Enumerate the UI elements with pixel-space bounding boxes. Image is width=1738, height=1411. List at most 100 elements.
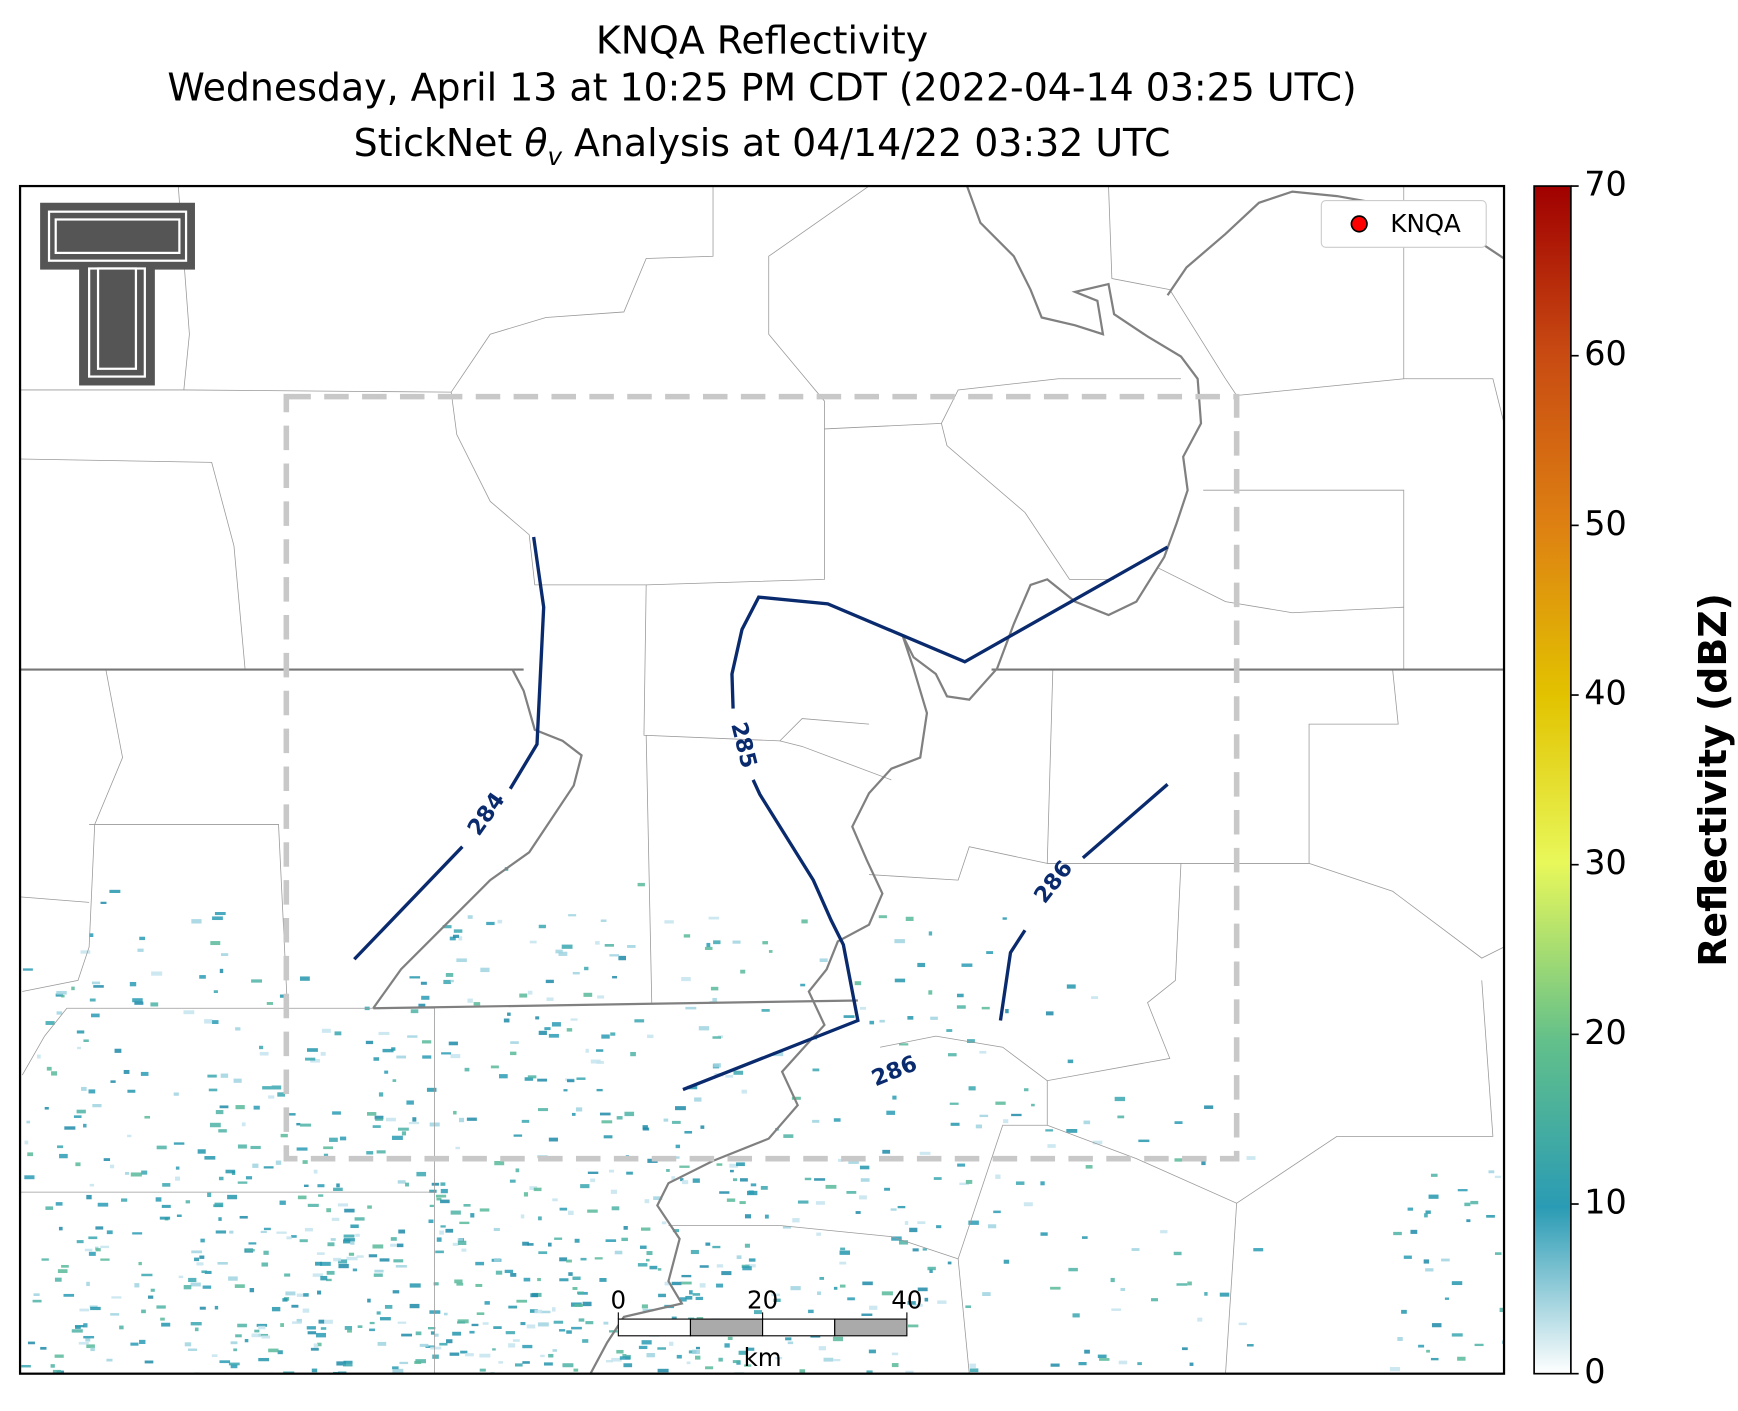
echo xyxy=(391,1135,403,1140)
echo xyxy=(619,1356,631,1360)
echo xyxy=(924,1297,929,1302)
echo xyxy=(456,958,467,963)
echo xyxy=(1204,1292,1208,1296)
echo xyxy=(123,1069,130,1074)
echo xyxy=(291,1235,297,1238)
echo xyxy=(27,1341,35,1345)
echo xyxy=(680,1281,692,1285)
echo xyxy=(692,1178,700,1183)
echo xyxy=(599,1277,607,1282)
echo xyxy=(571,1326,582,1330)
echo xyxy=(1050,1286,1061,1290)
echo xyxy=(572,971,580,975)
echo xyxy=(523,1277,531,1282)
echo xyxy=(64,1126,76,1130)
echo xyxy=(736,1162,745,1167)
echo xyxy=(840,1247,846,1251)
echo xyxy=(526,1324,536,1329)
echo xyxy=(27,1152,34,1157)
echo xyxy=(435,1250,444,1254)
echo xyxy=(859,1195,867,1200)
echo xyxy=(86,1281,90,1287)
echo xyxy=(492,1348,496,1351)
echo xyxy=(837,1158,844,1162)
echo xyxy=(649,1265,658,1270)
echo xyxy=(905,916,914,921)
echo xyxy=(504,1269,514,1274)
echo xyxy=(819,958,828,962)
echo xyxy=(401,1131,407,1136)
echo xyxy=(239,1215,248,1219)
echo xyxy=(318,1194,324,1197)
echo xyxy=(124,1171,130,1175)
echo xyxy=(563,1089,568,1092)
echo xyxy=(799,1369,806,1373)
echo xyxy=(894,978,906,983)
echo xyxy=(449,936,456,941)
echo xyxy=(390,1237,397,1241)
echo xyxy=(121,1198,128,1202)
scale-segment xyxy=(617,1318,692,1337)
echo xyxy=(202,1285,212,1289)
echo xyxy=(792,1218,800,1223)
contour-line xyxy=(730,545,1169,709)
echo xyxy=(212,1020,219,1025)
echo xyxy=(640,1227,651,1231)
echo xyxy=(280,1323,284,1327)
echo xyxy=(73,1115,82,1118)
echo xyxy=(1425,1210,1431,1214)
echo xyxy=(188,1348,198,1351)
echo xyxy=(422,1040,432,1044)
echo xyxy=(582,1339,589,1343)
echo xyxy=(1470,1200,1479,1205)
echo xyxy=(775,1356,783,1360)
echo xyxy=(83,1039,89,1042)
echo xyxy=(768,950,773,953)
echo xyxy=(318,1319,325,1324)
echo xyxy=(574,1304,583,1307)
echo xyxy=(663,1118,669,1122)
subtitle-subscript: v xyxy=(548,142,563,171)
echo xyxy=(271,1085,282,1090)
echo xyxy=(493,1326,502,1329)
echo xyxy=(928,990,933,995)
echo xyxy=(833,1358,841,1362)
echo xyxy=(215,1230,227,1234)
echo xyxy=(712,1036,722,1039)
echo xyxy=(138,1261,142,1266)
echo xyxy=(529,940,537,944)
echo xyxy=(134,1283,140,1288)
echo xyxy=(1002,917,1007,920)
echo xyxy=(251,1333,261,1338)
echo xyxy=(510,1273,517,1277)
echo xyxy=(299,1239,308,1243)
legend-label: KNQA xyxy=(1390,209,1461,238)
echo xyxy=(675,1144,681,1149)
echo xyxy=(503,1018,510,1023)
echo xyxy=(594,1257,603,1260)
echo xyxy=(576,1077,586,1080)
echo xyxy=(376,1311,381,1315)
echo xyxy=(415,1331,422,1336)
echo xyxy=(219,1105,229,1109)
echo xyxy=(545,979,554,984)
contour-line xyxy=(508,536,546,790)
echo xyxy=(530,1293,539,1298)
echo xyxy=(430,1346,442,1350)
echo xyxy=(303,1293,309,1297)
echo xyxy=(292,1321,302,1324)
echo xyxy=(114,1048,122,1053)
echo xyxy=(623,1226,628,1230)
echo xyxy=(904,1221,909,1225)
echo xyxy=(225,1169,236,1174)
echo xyxy=(430,1331,435,1335)
echo xyxy=(1138,1139,1150,1143)
echo xyxy=(1023,1202,1033,1207)
echo xyxy=(106,1358,113,1362)
echo xyxy=(41,1258,49,1261)
echo xyxy=(568,1272,573,1276)
echo xyxy=(609,954,620,957)
echo xyxy=(343,1238,355,1242)
echo xyxy=(422,1055,432,1059)
echo xyxy=(211,1354,218,1358)
